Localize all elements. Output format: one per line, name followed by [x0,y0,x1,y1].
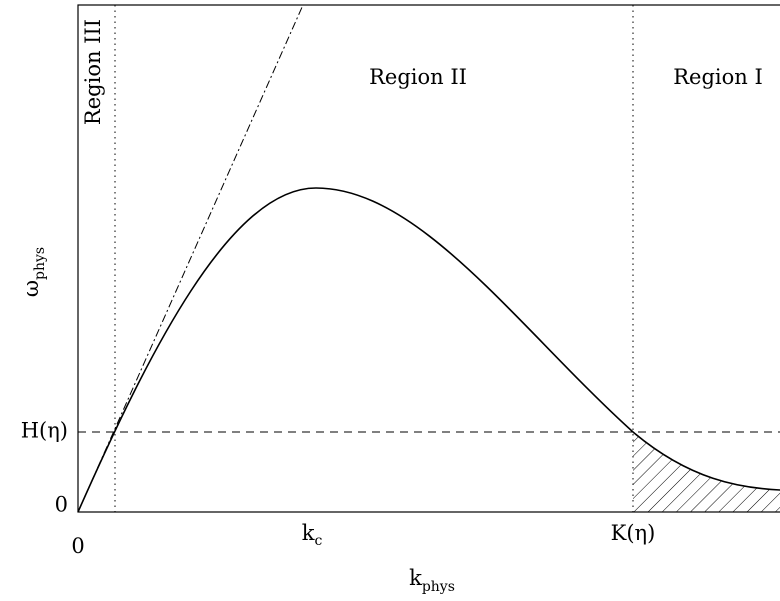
symbol: ω [19,280,43,297]
y-mark: 0 [55,493,68,517]
y-axis-label: ωphys [19,247,48,297]
x-axis-label: kphys [409,566,455,595]
plot-frame [77,4,780,513]
x-mark: K(η) [611,521,656,545]
subscript: phys [422,579,455,595]
symbol: k [302,521,315,545]
linear-dispersion [77,4,304,513]
subscript: c [314,533,322,549]
dispersion-curve [77,187,780,513]
region-label: Region I [673,65,763,89]
x-origin: 0 [71,534,84,558]
region-label: Region III [81,19,105,125]
hatched-region [633,432,780,512]
region-label: Region II [369,65,467,89]
x-mark: kc [302,521,323,549]
subscript: phys [32,247,48,280]
symbol: k [409,566,422,590]
y-mark: H(η) [21,419,68,443]
